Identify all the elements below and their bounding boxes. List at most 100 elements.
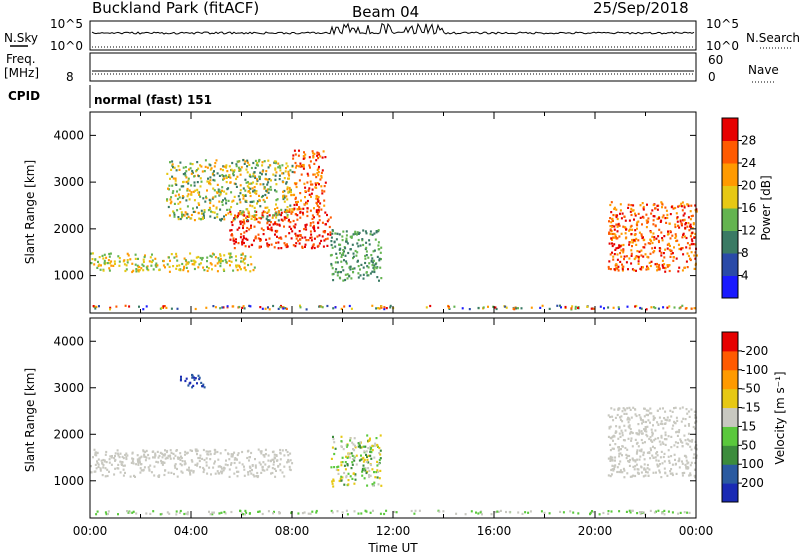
heatmap-cell [351,477,354,480]
heatmap-cell [366,274,369,277]
heatmap-cell [283,225,285,228]
heatmap-cell [628,243,631,246]
heatmap-cell [290,227,293,230]
heatmap-cell [658,440,661,443]
heatmap-cell [609,449,612,452]
heatmap-cell [619,245,622,248]
heatmap-cell [318,206,321,209]
heatmap-cell [311,183,314,186]
y-tick-label: 1000 [53,474,84,488]
heatmap-cell [330,457,333,460]
heatmap-cell [685,442,688,445]
heatmap-cell [684,463,687,466]
heatmap-cell [98,305,100,308]
heatmap-cell [183,267,185,270]
heatmap-cell [104,511,107,514]
heatmap-cell [638,231,641,234]
heatmap-cell [660,450,663,453]
heatmap-cell [225,199,228,202]
heatmap-cell [364,445,367,448]
heatmap-cell [674,422,677,425]
heatmap-cell [360,446,363,449]
heatmap-cell [225,459,227,462]
heatmap-cell [613,435,616,438]
heatmap-cell [158,454,161,457]
heatmap-cell [640,307,643,310]
heatmap-cell [96,462,99,465]
heatmap-cell [271,471,274,475]
heatmap-cell [184,166,187,169]
heatmap-cell [219,253,222,256]
heatmap-cell [640,234,643,237]
heatmap-cell [106,474,109,478]
heatmap-cell [658,240,660,244]
heatmap-cell [219,191,222,194]
heatmap-cell [214,460,216,463]
heatmap-cell [353,482,356,485]
heatmap-cell [277,166,280,169]
heatmap-cell [667,242,670,246]
heatmap-cell [310,239,313,242]
heatmap-cell [267,454,270,457]
heatmap-cell [279,458,282,461]
heatmap-cell [218,472,221,475]
heatmap-cell [626,472,629,475]
heatmap-cell [318,183,320,186]
heatmap-cell [311,510,314,513]
heatmap-cell [195,256,198,259]
heatmap-cell [609,425,612,428]
heatmap-cell [686,203,689,206]
heatmap-cell [410,509,413,513]
heatmap-cell [316,213,319,216]
heatmap-cell [228,174,231,177]
heatmap-cell [297,154,300,157]
heatmap-cell [352,252,355,255]
heatmap-cell [234,214,236,217]
heatmap-cell [316,182,319,185]
heatmap-cell [376,444,379,447]
heatmap-cell [340,435,343,438]
heatmap-cell [621,269,624,272]
heatmap-cell [337,465,340,468]
heatmap-cell [213,216,216,219]
heatmap-cell [614,236,617,239]
heatmap-cell [268,308,271,311]
heatmap-cell [329,216,332,219]
heatmap-cell [288,186,291,190]
heatmap-cell [206,269,209,272]
heatmap-cell [346,273,349,276]
heatmap-cell [237,195,240,198]
heatmap-cell [365,232,368,235]
heatmap-cell [295,237,298,240]
heatmap-cell [283,218,286,221]
heatmap-cell [687,443,690,446]
heatmap-cell [157,461,160,464]
heatmap-cell [147,466,150,469]
heatmap-cell [211,268,213,271]
heatmap-cell [221,186,224,189]
heatmap-cell [681,472,684,475]
noise-tick-left-bottom: 10^0 [50,39,83,53]
heatmap-cell [333,240,336,243]
heatmap-cell [296,218,299,221]
heatmap-cell [320,171,323,174]
heatmap-cell [296,208,299,211]
heatmap-cell [239,509,241,512]
heatmap-cell [139,461,141,464]
heatmap-cell [162,264,165,267]
heatmap-cell [182,180,185,183]
heatmap-cell [209,164,212,167]
heatmap-cell [243,465,245,468]
heatmap-cell [234,182,237,186]
heatmap-cell [178,511,181,514]
heatmap-cell [191,386,194,389]
heatmap-cell [664,206,667,209]
heatmap-cell [548,307,551,310]
heatmap-cell [676,430,679,433]
heatmap-cell [192,207,194,210]
heatmap-cell [125,264,128,267]
colorbar-swatch [722,230,738,254]
heatmap-cell [131,460,134,463]
heatmap-cell [287,460,290,463]
heatmap-cell [253,475,256,478]
